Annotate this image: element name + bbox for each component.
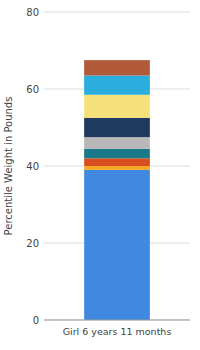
chart: 0 20 40 60 80 Girl 6 years 11 months Percentil… bbox=[0, 0, 200, 350]
bar-segment bbox=[84, 118, 150, 137]
bar-segment bbox=[84, 149, 150, 159]
chart-container: 0 20 40 60 80 Girl 6 years 11 months Percentil… bbox=[0, 0, 200, 350]
grid-line bbox=[44, 320, 190, 321]
y-axis-label: Percentile Weight in Pounds bbox=[3, 97, 14, 236]
bars bbox=[84, 60, 150, 320]
bar-segment bbox=[84, 170, 150, 320]
bar-segment bbox=[84, 76, 150, 95]
bar-segment bbox=[84, 166, 150, 170]
y-tick-label: 40 bbox=[26, 161, 39, 172]
y-tick-label: 60 bbox=[26, 84, 39, 95]
x-tick-label: Girl 6 years 11 months bbox=[63, 326, 172, 337]
bar-segment bbox=[84, 95, 150, 118]
y-tick-label: 20 bbox=[26, 238, 39, 249]
y-tick-label: 80 bbox=[26, 7, 39, 18]
x-axis-line bbox=[44, 320, 190, 321]
y-tick-label: 0 bbox=[33, 315, 39, 326]
grid-line bbox=[44, 12, 190, 13]
bar-segment bbox=[84, 60, 150, 75]
bar-segment bbox=[84, 158, 150, 166]
bar-segment bbox=[84, 137, 150, 149]
